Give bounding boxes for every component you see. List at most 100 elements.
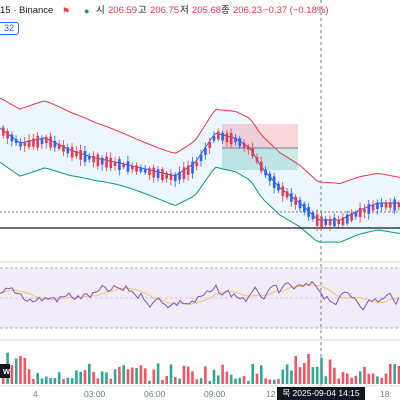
rsi-indicator: [0, 280, 400, 311]
volume-bar: [371, 373, 375, 384]
volume-bar: [135, 368, 138, 384]
candle-body: [131, 165, 134, 170]
volume-bar: [88, 363, 91, 384]
candle-body: [36, 135, 39, 148]
position-box: [222, 124, 298, 170]
volume-bar: [384, 373, 388, 384]
candle-body: [225, 133, 229, 143]
candle-body: [92, 155, 95, 163]
candle-body: [354, 212, 358, 217]
flag-icon[interactable]: ⚑: [62, 6, 71, 16]
candle-body: [143, 168, 147, 173]
volume-bar: [204, 366, 207, 384]
indicator-tag[interactable]: 32: [0, 22, 20, 35]
candle-body: [126, 161, 130, 172]
volume-bar: [10, 364, 14, 384]
candle-body: [32, 138, 35, 147]
volume-bar: [234, 378, 237, 384]
volume-bars: [2, 352, 400, 384]
symbol-label[interactable]: 15 · Binance: [0, 5, 54, 16]
time-label-4: 09:00: [204, 389, 226, 399]
volume-bar: [139, 365, 143, 384]
candle-body: [70, 146, 74, 158]
candle-body: [161, 169, 164, 181]
volume-bar: [260, 365, 263, 384]
candle-body: [341, 217, 345, 225]
candle-body: [298, 199, 302, 209]
candle-body: [272, 176, 276, 188]
candle-body: [2, 127, 5, 136]
candle-body: [212, 136, 216, 141]
candle-body: [324, 218, 328, 226]
volume-bar: [294, 355, 297, 384]
candle-body: [199, 154, 203, 162]
volume-tag: w: [0, 364, 10, 378]
volume-bar: [178, 378, 181, 384]
volume-bar: [255, 373, 259, 384]
candle-body: [66, 147, 70, 154]
volume-bar: [152, 369, 156, 384]
volume-bar: [113, 369, 117, 384]
candle-body: [328, 218, 332, 226]
candle-body: [186, 165, 190, 175]
candle-body: [384, 202, 388, 208]
volume-bar: [337, 378, 340, 384]
volume-bar: [225, 371, 229, 384]
candle-body: [79, 150, 82, 160]
volume-bar: [182, 365, 186, 384]
candle-body: [19, 142, 22, 147]
candle-body: [277, 183, 280, 191]
volume-bar: [143, 368, 147, 384]
candle-body: [122, 163, 125, 168]
open-value: 206.59: [108, 5, 138, 16]
volume-bar: [363, 366, 366, 384]
high-label: 고: [138, 5, 147, 16]
candle-body: [178, 172, 181, 180]
volume-bar: [285, 364, 289, 384]
candle-body: [148, 168, 151, 175]
candle-body: [191, 161, 194, 174]
candle-body: [303, 203, 306, 212]
candle-body: [389, 202, 392, 208]
candle-body: [367, 204, 371, 214]
candle-body: [247, 146, 250, 150]
candle-body: [100, 157, 104, 165]
candle-body: [53, 140, 57, 148]
time-label-2: 03:00: [84, 389, 106, 399]
candle-body: [281, 186, 285, 196]
time-label-5: 12: [266, 389, 276, 399]
volume-bar: [100, 371, 104, 384]
candle-body: [260, 161, 263, 172]
volume-bar: [79, 371, 82, 384]
open-label: 시: [96, 5, 105, 16]
volume-bar: [19, 355, 22, 384]
candle-body: [96, 154, 100, 167]
change-value: −0.37 (−0.18%): [263, 5, 329, 16]
candle-body: [380, 202, 383, 208]
volume-bar: [23, 357, 27, 384]
candle-body: [139, 167, 143, 172]
volume-bar: [66, 377, 70, 384]
rsi-line: [0, 280, 400, 311]
time-label-1: 4: [33, 389, 38, 399]
candle-body: [182, 167, 186, 179]
volume-bar: [53, 377, 57, 384]
candle-body: [234, 137, 237, 143]
candle-body: [350, 213, 353, 221]
candle-body: [23, 142, 27, 147]
volume-bar: [393, 364, 396, 384]
volume-bar: [264, 378, 267, 384]
candle-body: [208, 141, 211, 149]
volume-bar: [238, 377, 242, 384]
candle-body: [315, 214, 319, 226]
volume-bar: [212, 369, 216, 384]
candle-body: [333, 217, 336, 227]
candle-body: [83, 151, 87, 162]
candle-body: [221, 132, 224, 141]
volume-bar: [389, 364, 392, 384]
volume-bar: [118, 366, 121, 384]
candle-body: [165, 172, 168, 179]
volume-bar: [281, 369, 285, 384]
candle-body: [294, 196, 297, 205]
